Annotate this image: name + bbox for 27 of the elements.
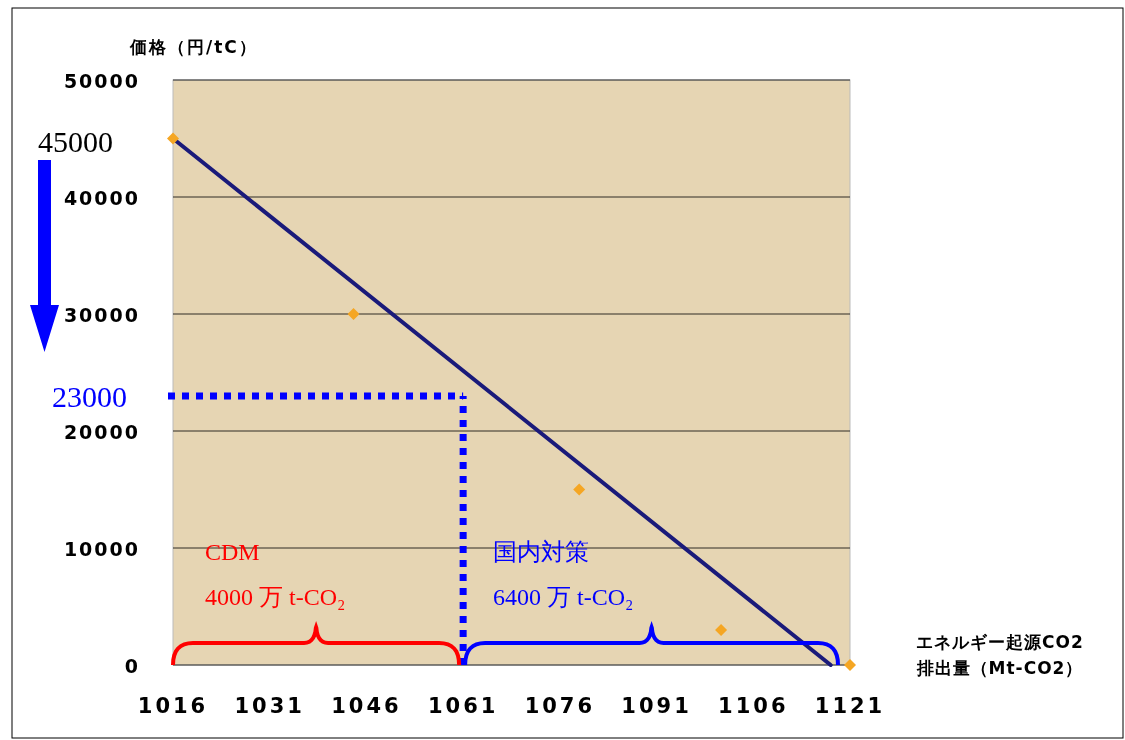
text: 45000 xyxy=(38,125,113,158)
point xyxy=(715,623,728,636)
y-tick-label: 50000 xyxy=(63,70,140,92)
point xyxy=(167,132,179,145)
x-tick-label: 1121 xyxy=(814,694,886,718)
y-tick-label: 20000 xyxy=(63,421,140,443)
x-axis-title: エネルギー起源CO2 排出量（Mt-CO2） xyxy=(915,632,1084,678)
annotation: 4000 万 t-CO₂ xyxy=(205,584,346,610)
y-tick-label: 40000 xyxy=(63,187,140,209)
point xyxy=(573,483,586,496)
x-tick-label: 1106 xyxy=(718,694,789,718)
y-tick-label: 0 xyxy=(124,655,140,677)
x-tick-label: 1031 xyxy=(234,694,305,718)
annotation: 6400 万 t-CO₂ xyxy=(493,584,634,610)
annotation: CDM xyxy=(205,539,260,565)
x-tick-label: 1061 xyxy=(427,694,499,718)
x-tick-label: 1046 xyxy=(331,694,402,718)
point xyxy=(347,308,360,320)
annotation: 国内対策 xyxy=(493,539,589,565)
point xyxy=(844,659,856,671)
y-tick-label: 30000 xyxy=(63,304,140,326)
y-axis-title: 価格（円/tC） xyxy=(129,37,258,57)
x-tick-label: 1091 xyxy=(621,694,692,718)
y-tick-label: 10000 xyxy=(63,538,140,560)
ref-line-label: 23000 xyxy=(52,379,127,413)
x-tick-label: 1016 xyxy=(137,694,209,718)
x-tick-label: 1076 xyxy=(524,694,596,718)
